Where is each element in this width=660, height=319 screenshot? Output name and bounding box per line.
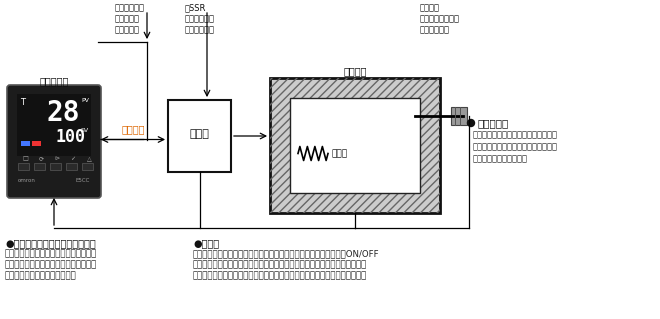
Text: 制御対象: 制御対象 [343, 66, 367, 76]
Text: ・SSR: ・SSR [185, 3, 207, 12]
Text: omron: omron [18, 178, 36, 183]
Text: ⟳: ⟳ [38, 156, 44, 161]
Bar [290, 98, 420, 193]
Text: 在温度が目標値に近付くように操作器へ: 在温度が目標値に近付くように操作器へ [5, 260, 97, 269]
Bar [270, 78, 440, 213]
Bar [50, 163, 61, 170]
Text: 制御出力を出力する機器です。: 制御出力を出力する機器です。 [5, 271, 77, 280]
FancyBboxPatch shape [7, 85, 101, 198]
Text: する電磁開閉器、燃料の供給停止を行うバルブなどをいいます。温度調節器: する電磁開閉器、燃料の供給停止を行うバルブなどをいいます。温度調節器 [193, 260, 367, 269]
Text: 28: 28 [46, 99, 80, 127]
Text: 制御出力: 制御出力 [121, 124, 145, 135]
Text: 温度制御したい場所の温度を測定しま: 温度制御したい場所の温度を測定しま [473, 130, 558, 139]
Text: ●操作器: ●操作器 [193, 238, 219, 248]
Bar [270, 78, 440, 213]
Bar [82, 163, 93, 170]
Text: E5CC: E5CC [76, 178, 90, 183]
Text: ・電流出力: ・電流出力 [115, 25, 140, 34]
Bar [21, 141, 30, 146]
Text: □: □ [22, 156, 28, 161]
Text: PV: PV [81, 98, 89, 103]
Text: に変換して出力します。: に変換して出力します。 [473, 154, 528, 163]
Text: T: T [20, 98, 25, 107]
Bar [32, 141, 41, 146]
Text: 100: 100 [55, 128, 85, 146]
Text: SV: SV [81, 128, 89, 133]
Text: ●温度調節器（デジタル調節計）: ●温度調節器（デジタル調節計） [5, 238, 96, 248]
Bar [451, 107, 467, 125]
Text: 温度センサ: 温度センサ [477, 118, 508, 128]
Text: ・熱電対: ・熱電対 [420, 3, 440, 12]
Text: ⊳: ⊳ [54, 156, 59, 161]
Text: ・電磁開閉器: ・電磁開閉器 [185, 14, 215, 23]
Text: ヒータ: ヒータ [332, 149, 348, 158]
Text: ・電圧出力: ・電圧出力 [115, 14, 140, 23]
Text: △: △ [86, 156, 91, 161]
Bar [34, 163, 45, 170]
Text: ✓: ✓ [71, 156, 76, 161]
Text: の出力がリレー出力の場合、リレーが操作器の機能を持つ場合もあります。: の出力がリレー出力の場合、リレーが操作器の機能を持つ場合もあります。 [193, 271, 367, 280]
Text: 操作器: 操作器 [189, 129, 209, 139]
Text: 温度センサの出力を現在値に変換し、現: 温度センサの出力を現在値に変換し、現 [5, 249, 97, 258]
Text: ・サーミスタ: ・サーミスタ [420, 25, 450, 34]
Text: す。温度を電圧、抵抗値などの物理量: す。温度を電圧、抵抗値などの物理量 [473, 142, 558, 151]
Bar [17, 94, 91, 156]
Text: 炉、槽などの制御対象を加熱または冷却するため、ヒータの電流をON/OFF: 炉、槽などの制御対象を加熱または冷却するため、ヒータの電流をON/OFF [193, 249, 380, 258]
Circle shape [467, 120, 475, 127]
Bar [18, 163, 29, 170]
Bar [168, 100, 231, 172]
Text: ・リレー出力: ・リレー出力 [115, 3, 145, 12]
Text: ・電力調整器: ・電力調整器 [185, 25, 215, 34]
Bar [66, 163, 77, 170]
Text: 温度調節器: 温度調節器 [40, 76, 69, 86]
Text: ・白金測温抵抗体: ・白金測温抵抗体 [420, 14, 460, 23]
